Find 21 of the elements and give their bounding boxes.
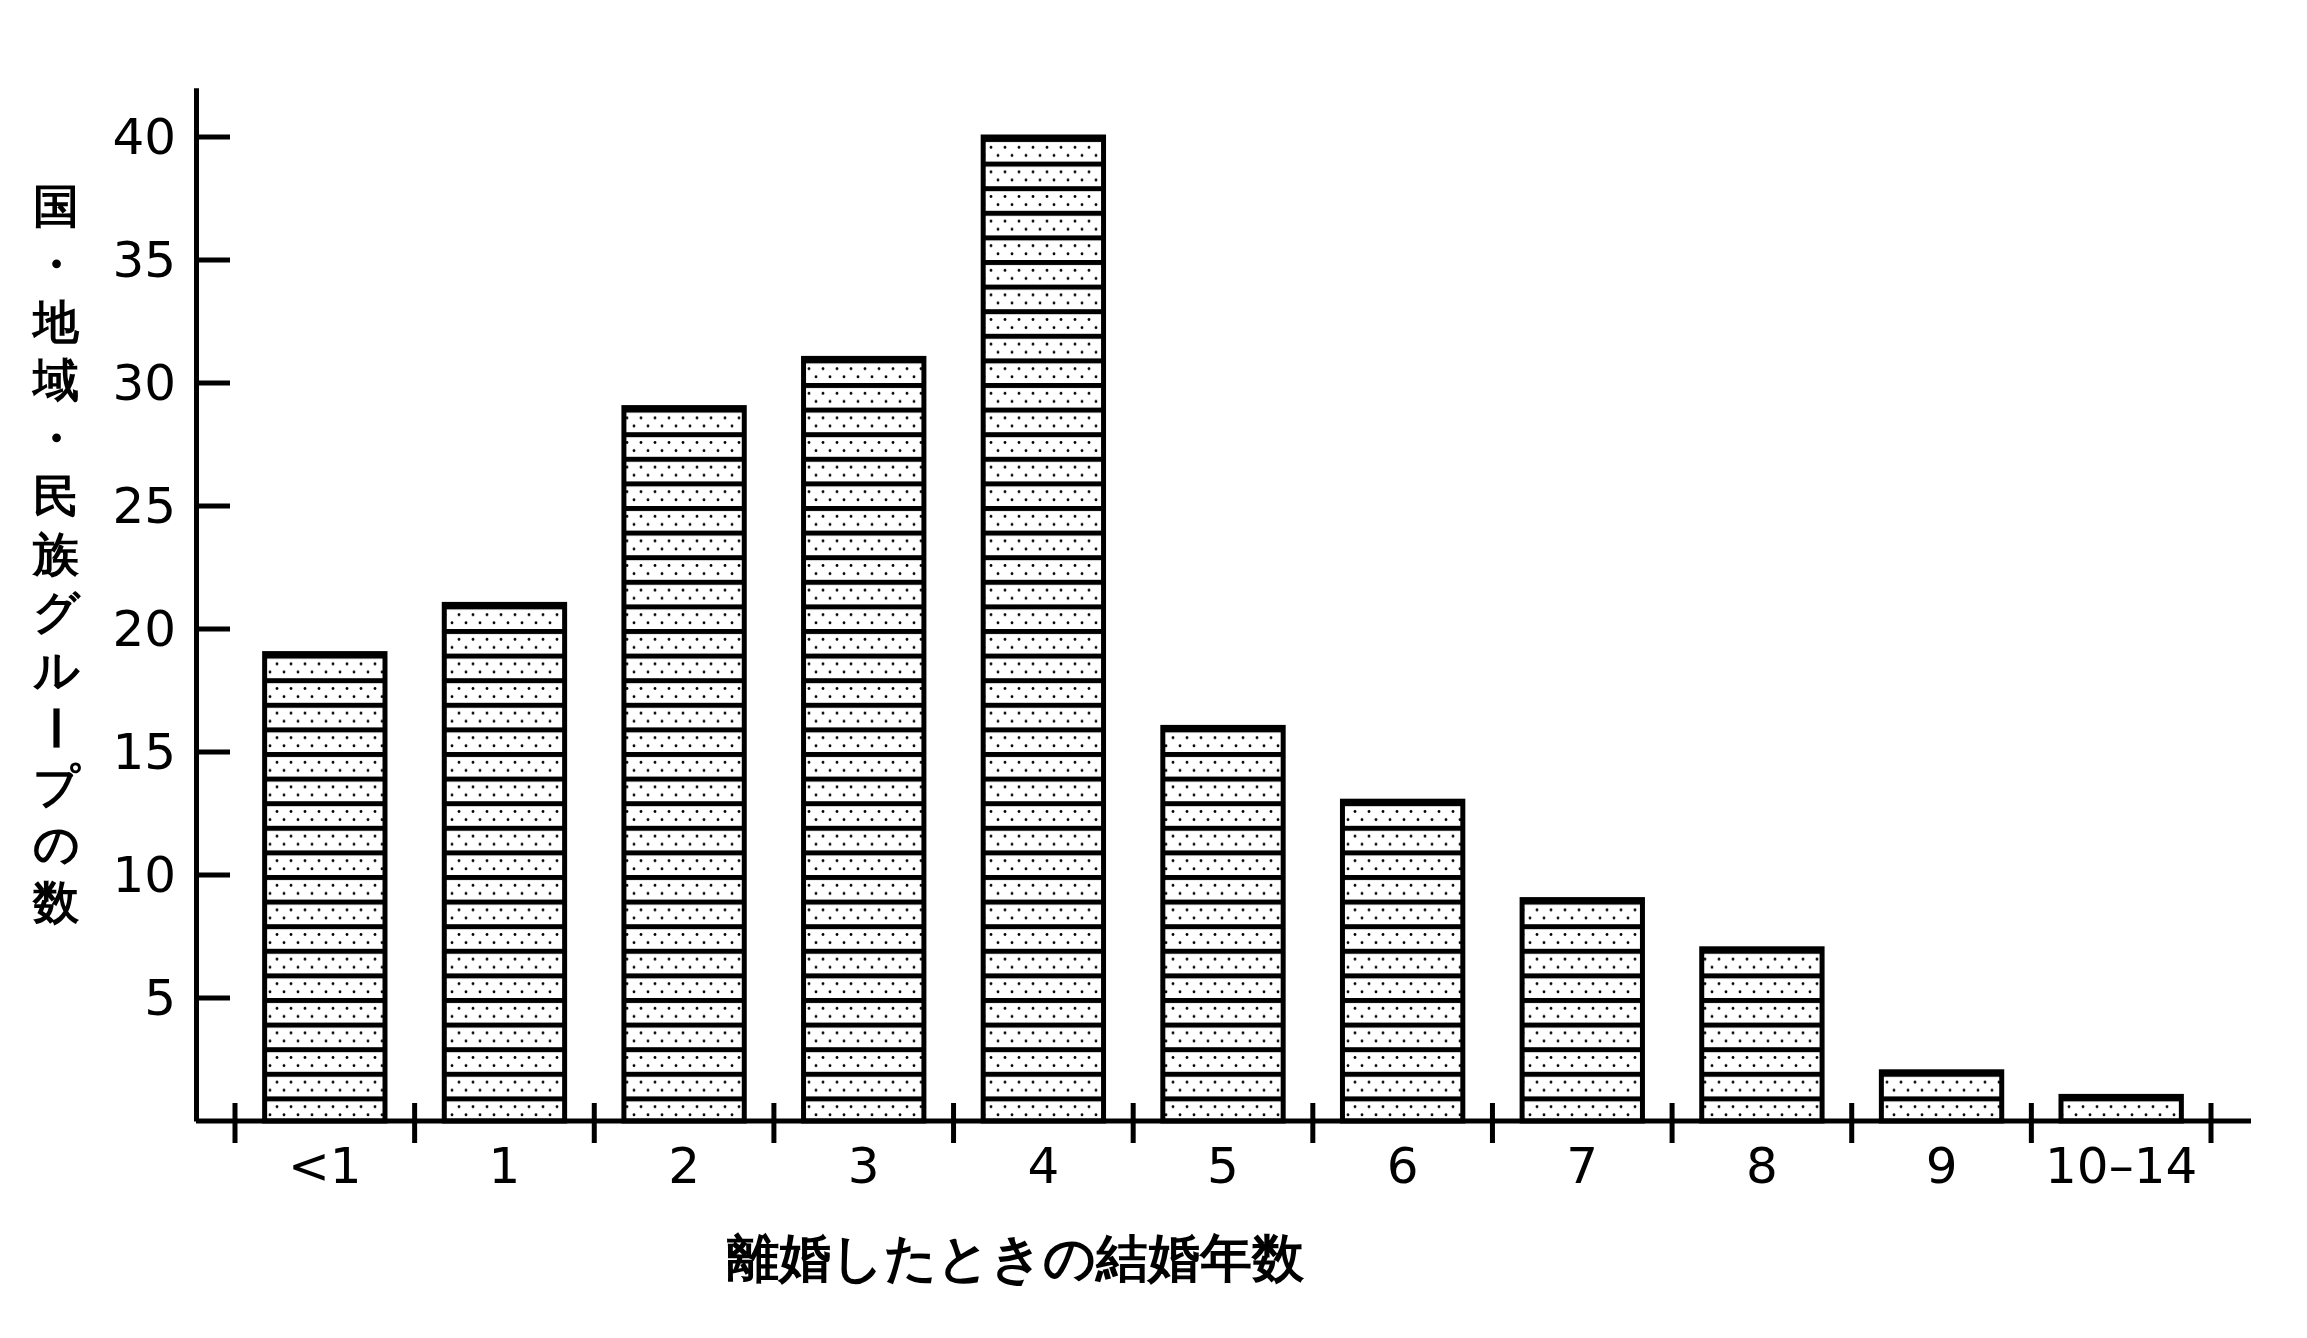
text: 国・地域・民族グループの数: [27, 179, 82, 929]
y-tick-label: 40: [112, 107, 176, 166]
y-tick-label: 5: [144, 968, 176, 1027]
x-tick-label: 5: [1207, 1136, 1239, 1195]
x-axis-title: 離婚したときの結婚年数: [725, 1228, 1305, 1288]
x-tick-label: 2: [668, 1136, 700, 1195]
y-tick-label: 10: [112, 845, 176, 904]
x-tick-label: 9: [1925, 1136, 1958, 1195]
y-tick-label: 35: [112, 230, 176, 289]
y-tick-label: 15: [112, 722, 176, 781]
x-tick-label: 10–14: [2045, 1136, 2198, 1195]
x-tick-label: 4: [1027, 1136, 1060, 1195]
y-tick-label: 30: [112, 353, 176, 412]
x-tick-label: 6: [1386, 1136, 1419, 1195]
x-tick-label: <1: [287, 1136, 362, 1195]
x-tick-label: 1: [488, 1136, 521, 1195]
y-tick-label: 20: [112, 599, 176, 658]
x-tick-label: 3: [847, 1136, 880, 1195]
x-tick-label: 8: [1746, 1136, 1778, 1195]
y-tick-label: 25: [112, 476, 176, 535]
x-tick-label: 7: [1566, 1136, 1599, 1195]
